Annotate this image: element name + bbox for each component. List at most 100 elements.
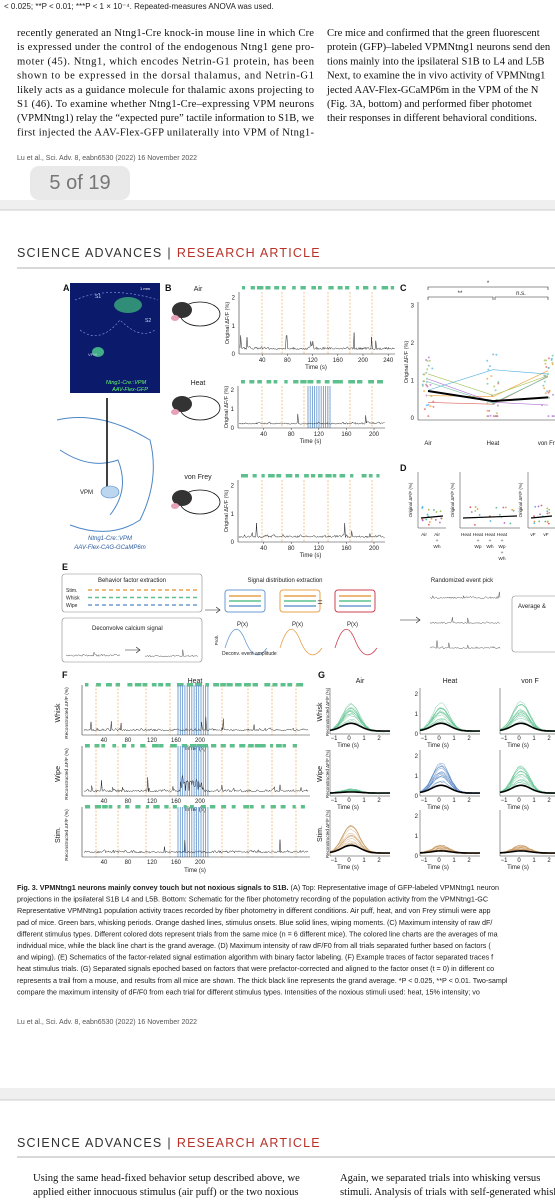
epoch-trace: [499, 712, 555, 733]
trial-dot: [422, 380, 425, 383]
whisk-bar: [112, 744, 117, 748]
page-gap: [0, 200, 555, 210]
whisk-bar: [268, 474, 275, 478]
trial-dot: [547, 522, 550, 525]
brain-outline: [74, 292, 159, 336]
whisk-bar: [186, 683, 194, 687]
trial-dot: [489, 520, 492, 522]
caption-line: individual mice, while the black line ch…: [17, 941, 491, 950]
whisk-bar: [195, 683, 202, 687]
trial-dot: [490, 375, 493, 378]
whisk-bar: [221, 805, 227, 809]
body-line: (Fig. 3A, bottom) and performed fiber ph…: [327, 99, 532, 110]
x-tick-label: −1: [501, 858, 509, 864]
whisk-bar: [85, 805, 91, 809]
whisk-bar: [280, 683, 286, 687]
x-tick-label: 1: [452, 798, 456, 804]
y-tick-label: 2: [231, 388, 235, 394]
factor-label: Wipe: [66, 603, 78, 609]
factor-label: Stim.: [66, 588, 77, 594]
trial-dot: [434, 518, 437, 521]
signal-trace: [65, 651, 121, 657]
y-tick-label: 0: [415, 732, 419, 738]
whisk-bar: [373, 286, 377, 290]
trial-dot: [543, 387, 546, 390]
micrograph: [70, 283, 160, 393]
x-tick-label: 2: [467, 798, 471, 804]
body-line: stimuli. Analysis of trials with self-ge…: [340, 1187, 555, 1198]
whisk-bar: [270, 744, 274, 748]
trial-dot: [495, 412, 498, 415]
panel-letter: F: [62, 670, 68, 680]
whisk-bar: [241, 474, 248, 478]
trial-dot: [425, 358, 428, 361]
x-tick-label: 2: [547, 858, 551, 864]
grand-average: [329, 844, 390, 854]
mouse-snout: [171, 503, 179, 509]
whisk-bar: [243, 805, 250, 809]
whisk-bar: [377, 380, 383, 384]
stimulus-label: von Frey: [184, 474, 212, 481]
page-indicator-pill: [30, 166, 130, 200]
x-axis-label: Time (s): [300, 439, 322, 445]
whisk-bar: [339, 474, 346, 478]
mouse-head: [172, 396, 192, 412]
trial-dot: [543, 359, 546, 362]
whisk-bar: [244, 683, 251, 687]
x-tick-label: 0: [517, 736, 521, 742]
distribution-box: [279, 589, 321, 613]
x-tick-label: 80: [284, 358, 291, 364]
trial-dot: [488, 365, 491, 368]
region-label: S2: [145, 318, 151, 324]
signal-trace: [83, 775, 309, 793]
body-line: tions mainly into the ipsilateral S1B to…: [327, 56, 544, 67]
trial-dot: [533, 522, 536, 525]
trial-dot: [422, 373, 425, 376]
x-tick-label: 80: [125, 860, 132, 866]
trial-dot: [540, 504, 543, 507]
signal-trace: [83, 839, 308, 854]
trial-dot: [425, 404, 428, 407]
whisk-bar: [229, 744, 235, 748]
trial-dot: [426, 377, 429, 380]
trial-dot: [430, 395, 433, 398]
caption-line: represents a trail from a mouse, and res…: [17, 976, 508, 985]
grand-average: [419, 850, 480, 854]
trial-dot: [543, 380, 546, 383]
panel-letter: D: [400, 463, 407, 473]
signal-trace: [239, 332, 395, 351]
trial-dot: [492, 415, 495, 418]
image-label: AAV-Flex-GFP: [111, 387, 148, 393]
group-average: [420, 515, 444, 519]
whisk-bar: [213, 683, 220, 687]
trial-dot: [552, 393, 555, 396]
px-label: P(x): [292, 622, 303, 628]
grand-average: [427, 390, 549, 403]
box-title: Average &: [518, 604, 546, 610]
whisk-bar: [121, 744, 127, 748]
x-tick-label: 200: [195, 738, 206, 744]
page-indicator: 5 of 19: [49, 172, 110, 194]
trial-dot: [432, 509, 435, 511]
body-line: (VPMNtng1) relay the “expected pure” tac…: [17, 113, 314, 124]
whisk-bar: [376, 474, 380, 478]
x-tick-label: 200: [369, 432, 380, 438]
signal-trace: [238, 522, 385, 539]
box-title: Behavior factor extraction: [98, 578, 166, 584]
y-tick-label: 1: [231, 407, 235, 413]
mouse-average: [427, 376, 549, 404]
x-tick-label: 160: [333, 358, 344, 364]
significance-label: n.s.: [516, 291, 526, 297]
group-label: Wp: [498, 544, 506, 550]
trial-dot: [548, 511, 551, 514]
body-line: S1 (46). To examine whether Ntng1-Cre–ex…: [17, 99, 314, 110]
caption-line: different stimulus types. Different colo…: [17, 929, 498, 938]
body-line: Cre mice and confirmed that the green fl…: [327, 28, 540, 39]
y-tick-label: 1: [415, 834, 419, 840]
trial-dot: [493, 385, 496, 388]
whisk-bar: [249, 805, 254, 809]
trial-dot: [545, 359, 548, 362]
caption-line: projections in the ipsilateral S1B L4 an…: [17, 895, 488, 904]
y-tick-label: 2: [231, 484, 235, 490]
trial-dot: [486, 382, 489, 385]
